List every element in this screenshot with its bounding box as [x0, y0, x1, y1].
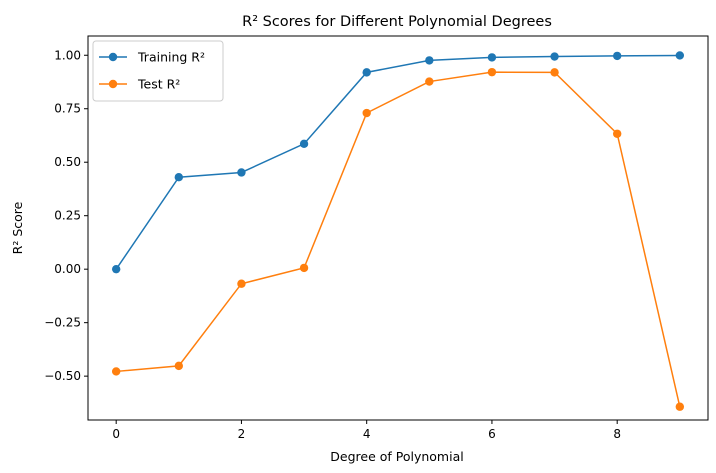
data-point-test [174, 361, 184, 371]
x-tick-label: 8 [613, 427, 621, 441]
legend-marker-test [108, 79, 118, 89]
data-point-training [425, 56, 434, 65]
data-point-training [237, 168, 246, 177]
x-tick-label: 0 [112, 427, 120, 441]
series-layer [111, 51, 685, 411]
legend-marker-training [108, 52, 118, 62]
data-point-test [550, 68, 559, 77]
data-point-training [675, 51, 685, 60]
data-point-test [487, 67, 497, 77]
data-point-training [111, 264, 121, 274]
data-point-training [299, 139, 309, 149]
legend-frame [92, 40, 224, 102]
data-point-training [487, 53, 497, 62]
data-point-test [299, 263, 309, 273]
data-point-test [425, 77, 434, 86]
axes-frame [87, 35, 709, 421]
x-axis: 0 2 4 6 8 [112, 420, 621, 441]
y-tick-label: 1.00 [54, 48, 81, 62]
y-axis-label: R² Score [10, 201, 25, 254]
y-tick-label: 0.25 [54, 209, 81, 223]
data-point-test [362, 108, 371, 118]
data-point-test [675, 402, 685, 411]
data-point-training [174, 172, 184, 182]
y-tick-label: 0.00 [54, 262, 81, 276]
legend-label-training: Training R² [137, 50, 205, 65]
x-axis-label: Degree of Polynomial [330, 449, 463, 464]
x-tick-label: 2 [238, 427, 246, 441]
series-line-training [115, 54, 680, 270]
series-line-test [116, 71, 681, 407]
data-point-test [237, 279, 246, 288]
x-tick-label: 4 [363, 427, 371, 441]
x-tick-label: 6 [488, 427, 496, 441]
data-point-test [612, 129, 622, 138]
y-tick-label: 0.75 [54, 102, 81, 116]
data-point-test [111, 367, 121, 376]
plot-area [87, 35, 709, 421]
y-tick-label: −0.50 [44, 369, 81, 383]
y-tick-label: −0.25 [44, 316, 81, 330]
y-axis: −0.50 −0.25 0.00 0.25 0.50 0.75 1.00 [44, 48, 88, 383]
legend-label-test: Test R² [137, 77, 180, 92]
chart-title: R² Scores for Different Polynomial Degre… [242, 14, 552, 30]
data-point-training [612, 51, 622, 61]
data-point-training [362, 68, 371, 77]
legend: Training R² Test R² [92, 40, 224, 102]
data-point-training [550, 52, 559, 61]
y-tick-label: 0.50 [54, 155, 81, 169]
